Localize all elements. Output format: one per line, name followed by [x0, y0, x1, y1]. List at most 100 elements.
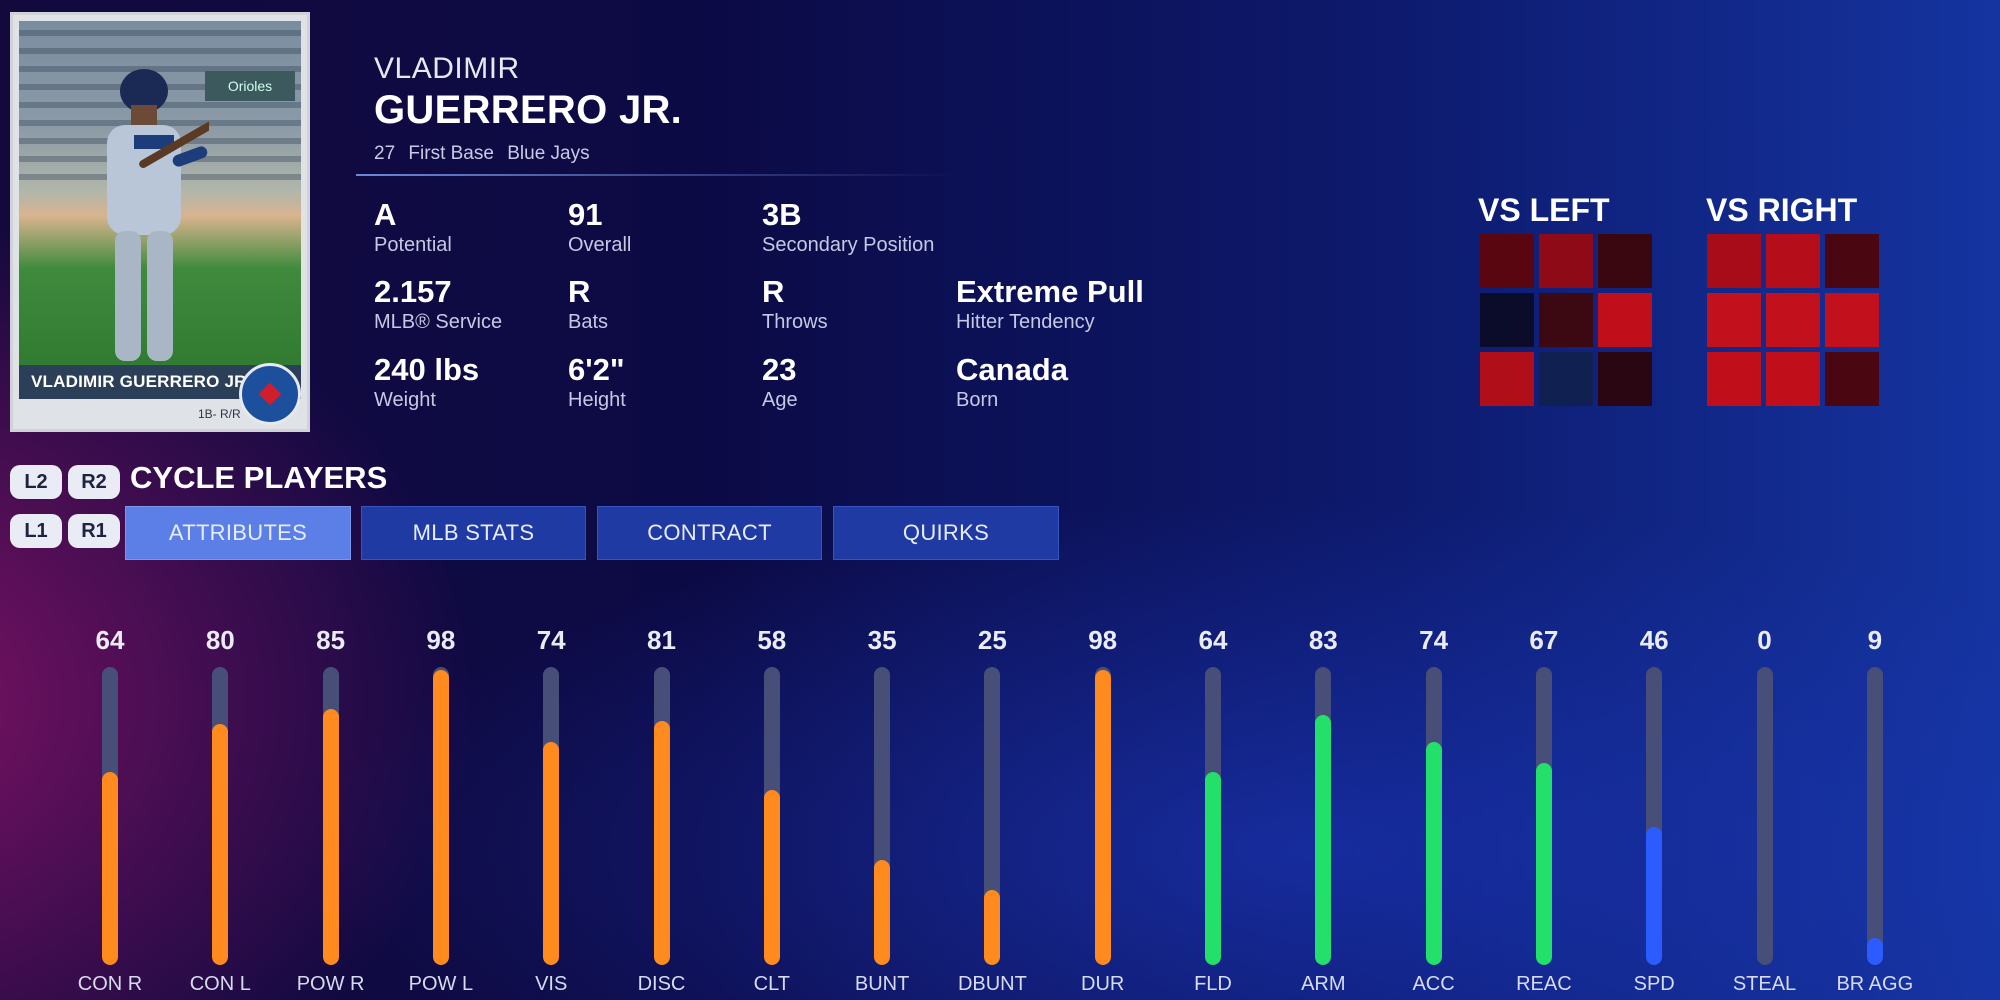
attribute-label: ARM — [1301, 973, 1346, 995]
info-label: Overall — [568, 234, 632, 256]
attribute-bar-track — [102, 667, 118, 965]
tab-attributes[interactable]: ATTRIBUTES — [125, 506, 351, 560]
attribute-label: DISC — [637, 973, 686, 995]
tab-mlb-stats[interactable]: MLB STATS — [361, 506, 586, 560]
attribute-label: DBUNT — [957, 973, 1027, 995]
vs-right-zone-cell-3 — [1825, 234, 1879, 288]
info-overall: 91 Overall — [568, 198, 631, 257]
attribute-value: 35 — [867, 625, 897, 655]
vs-right-zone-cell-2 — [1766, 234, 1820, 288]
attribute-label: CON R — [77, 973, 143, 995]
l1-button[interactable]: L1 — [10, 514, 62, 548]
attribute-bar-fill — [322, 709, 339, 965]
vs-right-zone-cell-1 — [1707, 234, 1761, 288]
attribute-bar-fill — [1205, 772, 1221, 965]
attribute-bar-track — [1646, 667, 1663, 965]
info-label: Potential — [374, 234, 452, 256]
info-value: A — [374, 197, 397, 232]
player-card: Orioles VLADIMIR GUERRERO JR. 1B- R/R — [10, 12, 310, 432]
attribute-bar-fill — [102, 772, 118, 965]
vs-right-hot-zone-grid — [1707, 234, 1879, 406]
attribute-bar-track — [1866, 667, 1883, 965]
r2-button[interactable]: R2 — [68, 465, 120, 499]
player-subline: 27 First Base Blue Jays — [374, 143, 598, 165]
attribute-bar-spd: 46 SPD — [1599, 625, 1709, 1000]
attribute-bar-reac: 67 REAC — [1489, 625, 1599, 1000]
attribute-value: 83 — [1308, 625, 1338, 655]
attribute-bar-fill — [1535, 763, 1552, 965]
header-divider — [356, 174, 956, 176]
attribute-value: 0 — [1757, 625, 1772, 655]
info-value: Canada — [956, 352, 1068, 387]
info-label: Throws — [762, 311, 828, 333]
attribute-bar-track — [1205, 667, 1221, 965]
attribute-bar-acc: 74 ACC — [1379, 625, 1489, 1000]
cycle-players-label: CYCLE PLAYERS — [130, 460, 388, 495]
attribute-bar-dur: 98 DUR — [1048, 625, 1158, 1000]
vs-left-hot-zone-grid — [1480, 234, 1652, 406]
attribute-bar-fill — [763, 790, 780, 965]
vs-right-zone-cell-7 — [1707, 352, 1761, 406]
attribute-bar-con-r: 64 CON R — [55, 625, 165, 1000]
attribute-bar-pow-r: 85 POW R — [276, 625, 386, 1000]
tab-contract[interactable]: CONTRACT — [597, 506, 822, 560]
attribute-bar-track — [874, 667, 891, 965]
attribute-label: FLD — [1194, 973, 1232, 995]
vs-left-zone-cell-3 — [1598, 234, 1652, 288]
vs-right-zone-cell-9 — [1825, 352, 1879, 406]
vs-right-zone-cell-5 — [1766, 293, 1820, 347]
r1-button[interactable]: R1 — [68, 514, 120, 548]
l2-button[interactable]: L2 — [10, 465, 62, 499]
attribute-bar-track — [763, 667, 780, 965]
player-team: Blue Jays — [507, 143, 590, 164]
attribute-bar-fill — [1425, 742, 1442, 965]
vs-left-zone-cell-1 — [1480, 234, 1534, 288]
attribute-value: 64 — [1198, 625, 1228, 655]
attribute-label: POW R — [296, 973, 365, 995]
attribute-bar-fill — [984, 890, 1001, 965]
info-label: MLB® Service — [374, 311, 503, 333]
attribute-bar-br-agg: 9 BR AGG — [1820, 625, 1930, 1000]
vs-right-zone-cell-4 — [1707, 293, 1761, 347]
attribute-bar-track — [543, 667, 560, 965]
info-label: Age — [762, 389, 798, 411]
vs-left-title: VS LEFT — [1478, 192, 1610, 228]
tab-quirks[interactable]: QUIRKS — [833, 506, 1059, 560]
info-label: Secondary Position — [762, 234, 935, 256]
attribute-bar-track — [212, 667, 229, 965]
attribute-bar-fill — [212, 724, 229, 965]
attribute-bar-dbunt: 25 DBUNT — [937, 625, 1047, 1000]
vs-left-zone-cell-4 — [1480, 293, 1534, 347]
attribute-bar-fill — [1646, 827, 1663, 965]
attribute-bar-track — [322, 667, 339, 965]
attribute-bar-steal: 0 STEAL — [1710, 625, 1820, 1000]
player-number: 27 — [374, 143, 396, 164]
attribute-bar-fld: 64 FLD — [1158, 625, 1268, 1000]
info-secondary-position: 3B Secondary Position — [762, 198, 934, 257]
info-weight: 240 lbs Weight — [374, 353, 479, 412]
attribute-label: ACC — [1412, 973, 1455, 995]
attribute-bar-track — [984, 667, 1001, 965]
info-height: 6'2" Height — [568, 353, 626, 412]
attribute-value: 85 — [316, 625, 346, 655]
info-mlb-service: 2.157 MLB® Service — [374, 275, 502, 334]
attribute-bar-track — [1315, 667, 1332, 965]
vs-right-zone-cell-8 — [1766, 352, 1820, 406]
vs-left-zone-cell-2 — [1539, 234, 1593, 288]
attribute-bar-fill — [1315, 715, 1332, 965]
attribute-label: BUNT — [854, 973, 910, 995]
info-value: 2.157 — [374, 274, 452, 309]
info-label: Born — [956, 389, 999, 411]
vs-left-zone-cell-5 — [1539, 293, 1593, 347]
attribute-label: VIS — [535, 973, 568, 995]
player-first-name: VLADIMIR — [374, 52, 520, 85]
attribute-label: SPD — [1633, 973, 1675, 995]
info-potential: A Potential — [374, 198, 452, 257]
attribute-value: 46 — [1639, 625, 1669, 655]
info-label: Bats — [568, 311, 609, 333]
attribute-bar-pow-l: 98 POW L — [386, 625, 496, 1000]
attribute-bar-fill — [874, 860, 891, 965]
info-value: R — [762, 274, 785, 309]
vs-left-zone-cell-6 — [1598, 293, 1652, 347]
player-figure-icon — [107, 69, 209, 361]
